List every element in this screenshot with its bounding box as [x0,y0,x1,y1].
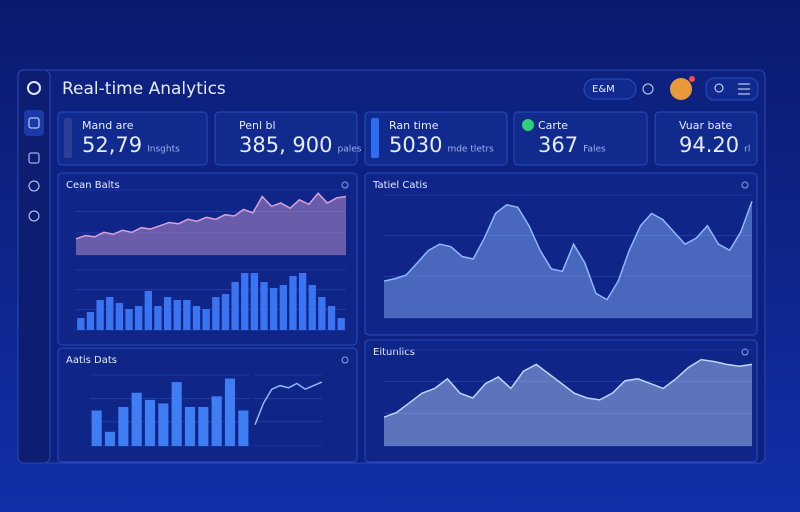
bar [86,312,95,330]
bar [171,382,182,446]
kpi-label: Ran time [389,119,439,132]
bar [202,309,210,330]
bar [327,306,336,330]
kpi-card [57,111,208,166]
kpi-card [214,111,358,166]
kpi-unit: pales [338,145,362,155]
panel-title: Aatis Dats [66,355,117,366]
kpi-unit: rl [744,145,750,155]
avatar[interactable] [670,78,692,100]
bar [96,300,104,330]
bar [192,306,201,330]
bar [125,309,133,330]
area-line [383,358,753,418]
panel-title: Eitunlics [373,347,415,358]
kpi-accent [64,118,72,158]
kpi-unit: Fales [583,145,606,155]
area-line [75,192,347,240]
kpi-value: 385, 900 [239,133,333,157]
panel [364,339,758,463]
kpi-unit: mde tletrs [447,145,494,155]
bar [115,303,124,330]
panel-icon [341,181,349,189]
icon[interactable] [642,83,654,95]
nav-icon[interactable] [28,180,40,192]
kpi-unit: Insghts [147,145,180,155]
kpi-value: 5030 [389,133,442,157]
kpi-card [513,111,648,166]
area-fill [384,359,752,446]
sidebar [17,69,51,464]
bar [241,273,249,330]
bar [144,399,156,446]
nav-icon[interactable] [28,210,40,222]
bar [158,403,169,446]
kpi-value: 94.20 [679,133,739,157]
bar [173,300,181,330]
bar [231,282,239,330]
bar [91,410,102,446]
kpi-card [654,111,758,166]
bar [221,294,230,330]
kpi-dot [522,119,534,131]
bar [289,276,297,330]
kpi-label: Vuar bate [679,119,733,132]
bar [118,406,129,446]
area-line [383,200,753,301]
bar [183,300,191,330]
bar [77,318,85,330]
bar [250,273,259,330]
bar [270,288,278,330]
panel-title: Tatiel Catis [372,180,427,191]
bar [260,282,268,330]
nav-active[interactable] [24,110,44,136]
bar [211,396,222,446]
bar [144,291,152,330]
nav-icon[interactable] [28,152,40,164]
user-pill[interactable] [583,78,637,100]
bar [298,273,307,330]
menu-icon[interactable] [738,83,750,95]
kpi-label: Carte [538,119,568,132]
area-fill [76,193,346,255]
nav-icon[interactable] [28,117,40,129]
toolbar[interactable] [705,77,759,101]
logo-icon[interactable] [27,81,41,95]
bar [198,406,209,446]
bar [212,297,220,330]
bar [131,392,142,446]
panel-icon [741,348,749,356]
line [254,381,323,425]
bar [104,431,116,446]
bar [337,318,345,330]
search-icon[interactable] [714,83,724,93]
kpi-value: 367 [538,133,578,157]
panel-title: Cean Balts [66,180,120,191]
bar [106,297,114,330]
bar [154,306,162,330]
bar [184,406,196,446]
bar [318,297,326,330]
panel [364,172,758,336]
kpi-label: Penl bl [239,119,276,132]
badge [689,76,695,82]
bar [238,410,249,446]
bar [163,297,172,330]
bar [308,285,316,330]
kpi-card [364,111,508,166]
bar [279,285,287,330]
panel-icon [741,181,749,189]
app-title: Real-time Analytics [62,79,226,99]
kpi-value: 52,79 [82,133,142,157]
user-name: E&M [592,84,615,95]
panel-icon [341,356,349,364]
kpi-accent [371,118,379,158]
bar [135,306,143,330]
bar [224,378,236,446]
kpi-label: Mand are [82,119,134,132]
